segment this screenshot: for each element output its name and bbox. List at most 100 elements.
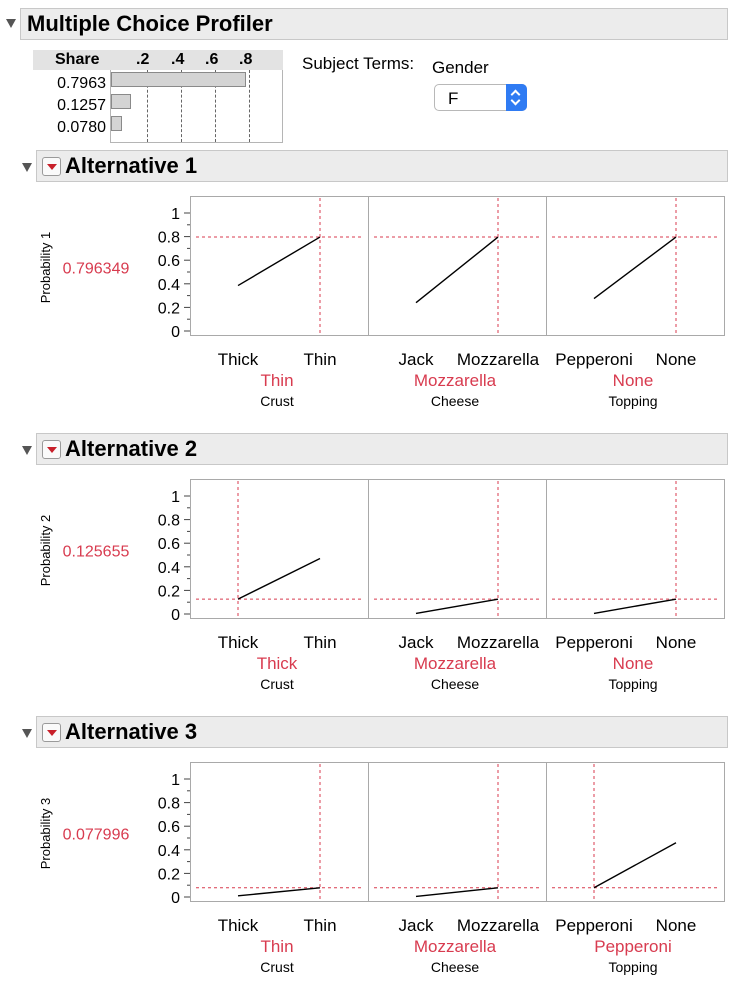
x-level-label: Jack [399,350,434,369]
disclosure-triangle-icon[interactable] [22,446,32,455]
x-level-label: Pepperoni [555,633,633,652]
share-column-label: Share [55,51,100,68]
gender-select-value: F [448,89,459,108]
x-level-label: None [656,916,697,935]
y-tick-label: 0 [171,890,180,907]
factor-plot-frame [190,196,369,336]
x-level-label: Thick [218,350,259,369]
share-tick-label: .2 [136,51,150,68]
y-tick-label: 1 [171,206,180,223]
share-gridline [215,70,216,142]
y-tick-label: 0 [171,324,180,341]
share-value: 0.1257 [57,97,106,114]
x-level-label: Thin [303,916,336,935]
y-tick-label: 0.4 [158,843,180,860]
y-tick-label: 0.6 [158,819,180,836]
factor-name: Topping [608,959,657,975]
alternative-title: Alternative 1 [65,153,198,178]
factor-name: Crust [260,959,294,975]
chevron-up-down-icon[interactable] [506,84,527,111]
current-level-label[interactable]: Pepperoni [594,937,672,956]
y-tick-label: 1 [171,489,180,506]
share-table: Share .2 .4 .6 .8 0.7963 0.1257 0.0780 [33,50,283,144]
prediction-trace [593,842,677,889]
factor-plot-frame [368,762,547,902]
prediction-trace [237,236,321,287]
y-tick-label: 1 [171,772,180,789]
current-level-label[interactable]: Mozzarella [414,371,497,390]
share-bar-area [110,70,283,143]
y-tick-label: 0.6 [158,253,180,270]
current-level-label[interactable]: Mozzarella [414,654,497,673]
y-tick-label: 0 [171,607,180,624]
share-tick-label: .8 [239,51,253,68]
y-tick-label: 0.2 [158,583,180,600]
disclosure-triangle-icon[interactable] [6,19,16,28]
current-level-label[interactable]: Mozzarella [414,937,497,956]
prediction-trace [593,598,677,615]
factor-name: Crust [260,676,294,692]
factor-plot-frame [190,762,369,902]
share-tick-label: .4 [171,51,185,68]
gender-select[interactable]: F [434,84,527,111]
disclosure-triangle-icon[interactable] [22,729,32,738]
x-level-label: Thick [218,916,259,935]
x-level-label: Mozzarella [457,350,540,369]
factor-name: Crust [260,393,294,409]
share-gridline [249,70,250,142]
y-axis-label: Probability 3 [38,798,53,870]
share-bar [111,116,123,131]
y-tick-label: 0.8 [158,796,180,813]
current-level-label[interactable]: None [613,654,654,673]
profiler-header: Multiple Choice Profiler [20,8,728,40]
x-level-label: Pepperoni [555,350,633,369]
x-level-label: Mozzarella [457,633,540,652]
prediction-trace [415,236,499,304]
red-triangle-menu-icon[interactable] [42,440,61,459]
share-gridline [147,70,148,142]
prediction-trace [415,598,499,615]
current-level-label[interactable]: Thin [260,937,293,956]
y-tick-label: 0.8 [158,513,180,530]
factor-name: Cheese [431,959,479,975]
factor-name: Topping [608,676,657,692]
factor-plot-frame [546,479,725,619]
share-table-header: Share .2 .4 .6 .8 [33,50,283,70]
page-title: Multiple Choice Profiler [27,11,273,36]
y-tick-label: 0.8 [158,230,180,247]
alternative-title: Alternative 2 [65,436,198,461]
current-level-label[interactable]: Thin [260,371,293,390]
x-level-label: None [656,350,697,369]
x-level-label: Pepperoni [555,916,633,935]
x-level-label: None [656,633,697,652]
profiler-chart: Probability 3 0.077996 0 0.2 0.4 0.6 0.8 1 Thick… [38,762,725,975]
red-triangle-menu-icon[interactable] [42,157,61,176]
share-value: 0.0780 [57,119,106,136]
current-value: 0.796349 [63,261,130,278]
prediction-trace [593,236,677,300]
y-tick-label: 0.6 [158,536,180,553]
gender-label: Gender [432,58,489,77]
y-tick-label: 0.4 [158,560,180,577]
x-level-label: Thick [218,633,259,652]
current-level-label[interactable]: Thick [257,654,298,673]
profiler-chart: Probability 2 0.125655 0 0.2 0.4 0.6 0.8 1 Thick… [38,479,725,692]
factor-name: Topping [608,393,657,409]
x-level-label: Jack [399,633,434,652]
factor-name: Cheese [431,676,479,692]
current-level-label[interactable]: None [613,371,654,390]
x-level-label: Jack [399,916,434,935]
disclosure-triangle-icon[interactable] [22,163,32,172]
y-tick-label: 0.2 [158,300,180,317]
alternative-header: Alternative 3 [36,716,728,748]
red-triangle-menu-icon[interactable] [42,723,61,742]
share-value: 0.7963 [57,75,106,92]
prediction-trace [237,887,321,897]
factor-plot-frame [546,762,725,902]
subject-terms-label: Subject Terms: [302,54,415,73]
share-bar [111,72,247,87]
share-gridline [181,70,182,142]
y-tick-label: 0.2 [158,866,180,883]
share-tick-label: .6 [205,51,219,68]
alternative-header: Alternative 2 [36,433,728,465]
